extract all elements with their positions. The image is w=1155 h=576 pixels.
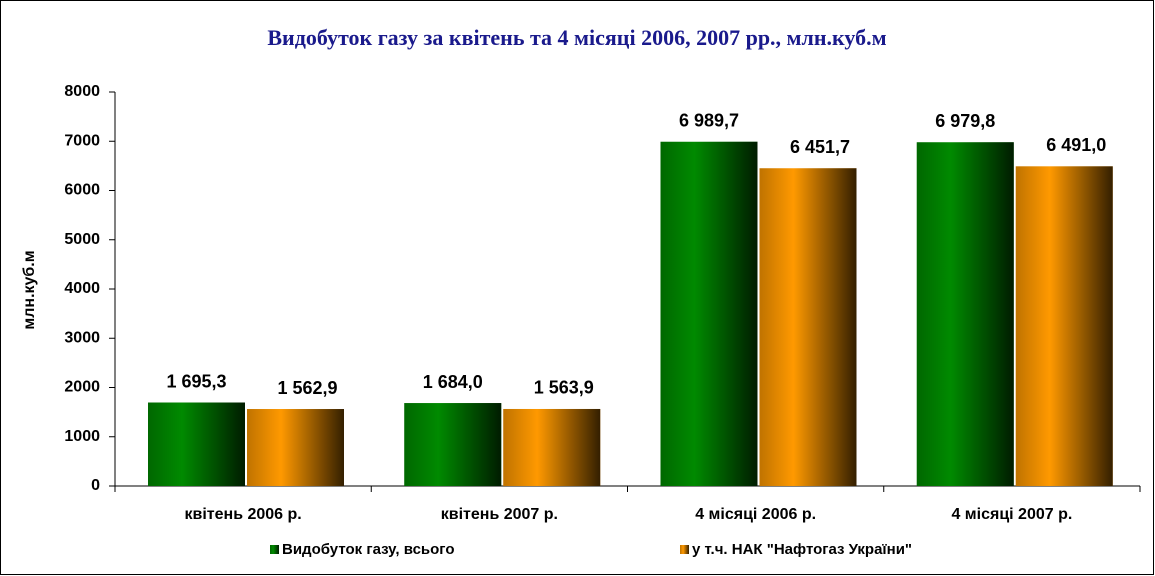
bar — [660, 141, 758, 487]
y-tick-label: 7000 — [64, 132, 100, 149]
bar — [1015, 166, 1113, 487]
legend-swatch-shade — [680, 545, 689, 554]
bar — [148, 402, 245, 486]
y-tick-label: 5000 — [64, 231, 100, 248]
x-tick-label: 4 місяці 2007 р. — [951, 506, 1072, 523]
y-tick-label: 2000 — [64, 379, 100, 396]
value-label: 6 451,7 — [790, 137, 850, 157]
value-label: 1 684,0 — [423, 372, 483, 392]
y-tick-label: 4000 — [64, 280, 100, 297]
value-label: 1 695,3 — [166, 371, 226, 391]
value-label: 6 989,7 — [679, 111, 739, 131]
y-tick-label: 6000 — [64, 182, 100, 199]
bar — [404, 403, 502, 486]
bar — [759, 168, 857, 486]
y-tick-label: 8000 — [64, 83, 100, 100]
legend-label: у т.ч. НАК "Нафтогаз України" — [692, 541, 912, 558]
chart-title: Видобуток газу за квітень та 4 місяці 20… — [267, 25, 886, 50]
y-tick-label: 0 — [91, 477, 100, 494]
legend-swatch-shade — [270, 545, 279, 554]
y-tick-label: 3000 — [64, 329, 100, 346]
value-label: 6 491,0 — [1046, 135, 1106, 155]
bar — [916, 142, 1014, 486]
y-axis-label: млн.куб.м — [21, 250, 38, 329]
x-tick-label: квітень 2007 р. — [441, 506, 558, 523]
value-label: 1 563,9 — [534, 378, 594, 398]
value-label: 1 562,9 — [277, 378, 337, 398]
legend-label: Видобуток газу, всього — [282, 541, 455, 558]
y-tick-label: 1000 — [64, 428, 100, 445]
value-label: 6 979,8 — [935, 111, 995, 131]
bar — [503, 408, 601, 486]
bar — [247, 409, 344, 486]
x-tick-label: квітень 2006 р. — [185, 506, 302, 523]
x-tick-label: 4 місяці 2006 р. — [695, 506, 816, 523]
